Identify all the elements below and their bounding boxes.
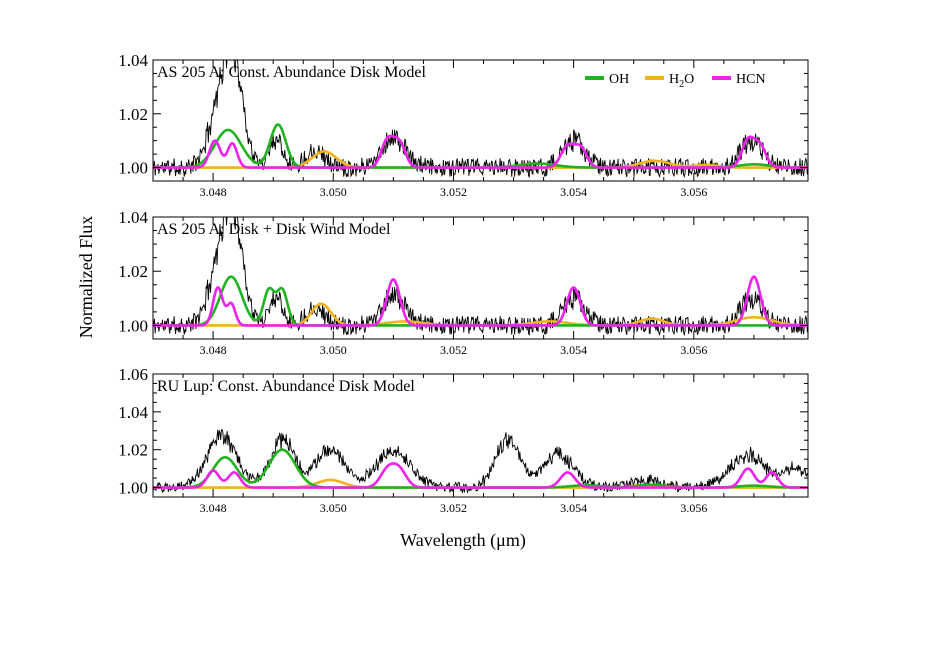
x-tick-label: 3.048 bbox=[200, 501, 227, 515]
model-line-hcn bbox=[153, 275, 808, 327]
model-line-hcn bbox=[153, 134, 808, 169]
x-tick-label: 3.056 bbox=[680, 185, 707, 199]
observed-spectrum-line bbox=[153, 217, 808, 337]
y-tick-label: 1.04 bbox=[118, 208, 148, 227]
legend-item-h2o: H2O bbox=[645, 72, 694, 90]
x-axis-label: Wavelength (μm) bbox=[400, 530, 526, 551]
x-tick-label: 3.050 bbox=[320, 501, 347, 515]
y-tick-label: 1.04 bbox=[118, 403, 148, 422]
y-tick-label: 1.04 bbox=[118, 51, 148, 70]
legend-label-hcn: HCN bbox=[736, 72, 766, 87]
panel-3: 3.048 3.050 3.052 3.054 3.056 1.00 1.02 1.04 1.0… bbox=[118, 365, 809, 515]
x-tick-label: 3.052 bbox=[440, 343, 467, 357]
y-tick-label: 1.00 bbox=[118, 479, 148, 498]
plot-area bbox=[153, 429, 808, 494]
x-tick-label: 3.050 bbox=[320, 343, 347, 357]
y-tick-label: 1.00 bbox=[118, 159, 148, 178]
panel-frame bbox=[152, 59, 809, 182]
panel-2: 3.048 3.050 3.052 3.054 3.056 1.00 1.02 1.04 AS … bbox=[118, 208, 809, 357]
plot-area bbox=[153, 217, 808, 337]
panel-frame bbox=[152, 216, 809, 340]
panel-1: 3.048 3.050 3.052 3.054 3.056 1.00 1.02 1.04 AS … bbox=[118, 51, 809, 199]
y-axis-label: Normalized Flux bbox=[76, 216, 96, 338]
legend-item-oh: OH bbox=[585, 72, 629, 87]
x-tick-label: 3.054 bbox=[560, 343, 587, 357]
x-tick-label: 3.054 bbox=[560, 185, 587, 199]
panel-title: RU Lup: Const. Abundance Disk Model bbox=[157, 378, 415, 395]
observed-spectrum-line bbox=[153, 60, 808, 179]
x-tick-label: 3.052 bbox=[440, 501, 467, 515]
legend-label-h2o-main: H bbox=[669, 72, 679, 87]
panels-group: 3.048 3.050 3.052 3.054 3.056 1.00 1.02 1.04 AS … bbox=[118, 51, 809, 515]
x-tick-label: 3.048 bbox=[200, 343, 227, 357]
x-tick-label: 3.052 bbox=[440, 185, 467, 199]
y-tick-label: 1.02 bbox=[118, 441, 148, 460]
x-tick-label: 3.050 bbox=[320, 185, 347, 199]
x-tick-label: 3.048 bbox=[200, 185, 227, 199]
x-tick-label: 3.056 bbox=[680, 343, 707, 357]
model-line-oh bbox=[153, 448, 808, 489]
y-tick-label: 1.06 bbox=[118, 365, 148, 384]
legend-label-oh: OH bbox=[609, 72, 629, 87]
legend-label-h2o: H2O bbox=[669, 72, 694, 90]
panel-frame bbox=[152, 373, 809, 498]
legend: OH H2O HCN bbox=[585, 72, 766, 90]
x-tick-label: 3.056 bbox=[680, 501, 707, 515]
plot-area bbox=[153, 60, 808, 179]
legend-item-hcn: HCN bbox=[712, 72, 766, 87]
legend-label-h2o-tail: O bbox=[684, 72, 694, 87]
x-tick-label: 3.054 bbox=[560, 501, 587, 515]
panel-title: AS 205 A: Disk + Disk Wind Model bbox=[157, 221, 391, 238]
model-line-hcn bbox=[153, 462, 808, 489]
y-tick-label: 1.00 bbox=[118, 316, 148, 335]
y-tick-label: 1.02 bbox=[118, 105, 148, 124]
panel-title: AS 205 A: Const. Abundance Disk Model bbox=[157, 64, 426, 81]
legend-label-h2o-sub: 2 bbox=[679, 79, 684, 90]
y-tick-label: 1.02 bbox=[118, 262, 148, 281]
